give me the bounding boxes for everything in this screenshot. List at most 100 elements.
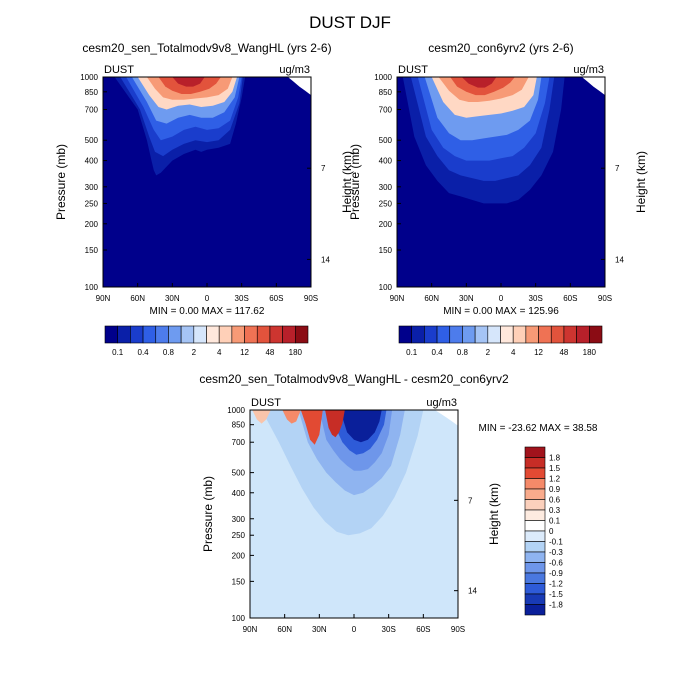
y2-axis-label: Height (km) — [487, 483, 501, 545]
colorbar-label: 1.5 — [549, 464, 561, 473]
colorbar-swatch — [524, 572, 546, 584]
colorbar-label: -0.1 — [549, 538, 563, 547]
contour-level-180 — [461, 77, 497, 88]
x-tick-label: 60N — [424, 294, 439, 303]
figure-title: DUST DJF — [309, 13, 391, 32]
y-axis-label: Pressure (mb) — [54, 144, 68, 220]
colorbar-swatch — [524, 467, 546, 479]
colorbar-label: 0.1 — [549, 517, 561, 526]
colorbar-label: 0.8 — [163, 348, 175, 357]
chart-panel-panel-diff: cesm20_sen_Totalmodv9v8_WangHL - cesm20_… — [199, 372, 598, 634]
colorbar-label: 4 — [217, 348, 222, 357]
y-tick-label: 150 — [232, 577, 246, 586]
colorbar-swatch — [524, 446, 546, 458]
y-tick-label: 850 — [232, 421, 246, 430]
colorbar-label: 0.8 — [457, 348, 469, 357]
colorbar-swatch — [206, 325, 220, 344]
x-tick-label: 60N — [277, 625, 292, 634]
y-tick-label: 250 — [379, 199, 393, 208]
colorbar-right: 0.1 0.4 0.8 2 4 12 48 180 — [398, 325, 603, 357]
colorbar-label: 0 — [549, 527, 554, 536]
x-tick-label: 90N — [390, 294, 405, 303]
contour-level--1.8 — [340, 410, 382, 443]
y-tick-label: 200 — [379, 220, 393, 229]
x-tick-label: 90S — [451, 625, 465, 634]
y-tick-label: 300 — [232, 515, 246, 524]
colorbar-swatch — [524, 593, 546, 605]
variable-label: DUST — [398, 64, 428, 76]
y2-axis-label: Height (km) — [634, 151, 648, 213]
colorbar-swatch — [104, 325, 118, 344]
colorbar-swatch — [130, 325, 144, 344]
colorbar-swatch — [576, 325, 590, 344]
colorbar-label: 2 — [192, 348, 197, 357]
colorbar-label: -0.6 — [549, 559, 563, 568]
colorbar-label: 12 — [534, 348, 543, 357]
colorbar-swatch — [398, 325, 412, 344]
colorbar-swatch — [282, 325, 296, 344]
colorbar-label: -0.3 — [549, 548, 563, 557]
colorbar-swatch — [168, 325, 182, 344]
colorbar-swatch — [563, 325, 577, 344]
y-axis-label: Pressure (mb) — [201, 476, 215, 552]
y-tick-label: 700 — [85, 106, 99, 115]
y-tick-label: 500 — [379, 136, 393, 145]
colorbar-label: -0.9 — [549, 569, 563, 578]
contour-positive-0.3 — [252, 410, 271, 424]
y-tick-label: 850 — [85, 88, 99, 97]
y-tick-label: 400 — [232, 489, 246, 498]
colorbar-swatch — [524, 499, 546, 511]
colorbar-swatch — [550, 325, 565, 344]
colorbar-swatch — [524, 530, 546, 542]
colorbar-label: 0.1 — [406, 348, 418, 357]
colorbar-label: 180 — [289, 348, 303, 357]
height-tick-label: 14 — [615, 255, 624, 264]
colorbar-swatch — [474, 325, 489, 344]
x-tick-label: 60N — [130, 294, 145, 303]
x-tick-label: 0 — [499, 294, 504, 303]
y-tick-label: 400 — [85, 157, 99, 166]
colorbar-swatch — [589, 325, 603, 344]
colorbar-label: 0.1 — [112, 348, 124, 357]
y-tick-label: 400 — [379, 157, 393, 166]
x-tick-label: 60S — [416, 625, 430, 634]
y-tick-label: 1000 — [227, 406, 245, 415]
x-tick-label: 30N — [165, 294, 180, 303]
y-tick-label: 300 — [85, 183, 99, 192]
variable-label: DUST — [251, 397, 281, 409]
x-tick-label: 60S — [563, 294, 577, 303]
colorbar-swatch — [231, 325, 245, 344]
colorbar-swatch — [269, 325, 283, 344]
plot-area — [250, 410, 458, 618]
y-tick-label: 150 — [85, 246, 99, 255]
colorbar-swatch — [524, 604, 546, 616]
y-tick-label: 500 — [232, 469, 246, 478]
colorbar-left: 0.1 0.4 0.8 2 4 12 48 180 — [104, 325, 309, 357]
plot-area — [103, 77, 311, 287]
colorbar-swatch — [436, 325, 451, 344]
y-axis-label: Pressure (mb) — [348, 144, 362, 220]
colorbar-label: 48 — [559, 348, 568, 357]
colorbar-swatch — [524, 583, 546, 595]
chart-panel-panel-con: cesm20_con6yrv2 (yrs 2-6)DUST ug/m3 90N 60N… — [348, 41, 648, 317]
panel-title: cesm20_sen_Totalmodv9v8_WangHL - cesm20_… — [199, 372, 509, 386]
y-tick-label: 300 — [379, 183, 393, 192]
x-tick-label: 30S — [382, 625, 396, 634]
colorbar-label: 180 — [583, 348, 597, 357]
colorbar-swatch — [193, 325, 207, 344]
y-tick-label: 250 — [85, 199, 99, 208]
missing-topography — [287, 77, 311, 96]
x-tick-label: 90N — [243, 625, 258, 634]
contour-positive-1.5 — [325, 410, 345, 438]
y-tick-label: 150 — [379, 246, 393, 255]
y-tick-label: 200 — [85, 220, 99, 229]
colorbar-swatch — [117, 325, 131, 344]
plot-area — [397, 77, 605, 287]
height-tick-label: 14 — [321, 255, 330, 264]
colorbar-swatch — [218, 325, 233, 344]
colorbar-label: 1.2 — [549, 475, 561, 484]
units-label: ug/m3 — [573, 64, 604, 76]
colorbar-swatch — [525, 325, 539, 344]
contour-positive-0.9 — [300, 410, 323, 445]
